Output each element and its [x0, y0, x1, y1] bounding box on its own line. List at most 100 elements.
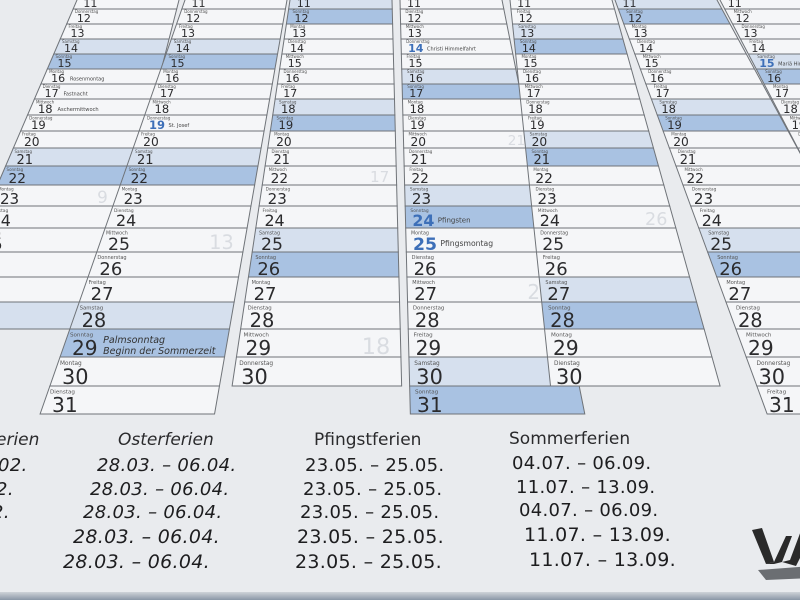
calendar-bottom-edge — [0, 592, 800, 600]
day-number: 16 — [525, 72, 539, 85]
weekday-label: Dienstag — [678, 149, 696, 154]
weekday-label: Donnerstag — [239, 361, 273, 367]
day-number: 21 — [273, 153, 289, 168]
partial-cell: 2. — [0, 502, 10, 523]
day-number: 19 — [792, 118, 800, 132]
day-number: 17 — [409, 87, 423, 100]
weekday-label: Donnerstag — [540, 230, 568, 236]
day-row — [731, 23, 800, 40]
day-number: 13 — [408, 27, 422, 40]
day-number: 18 — [783, 102, 798, 116]
day-number: 15 — [759, 57, 774, 70]
weekday-label: Sonntag — [70, 333, 94, 339]
day-number: 18 — [281, 102, 296, 116]
holiday-label: Pfingsten — [438, 216, 471, 225]
weekday-label: Sonntag — [765, 69, 782, 74]
day-row — [682, 184, 800, 207]
day-number: 23 — [412, 190, 431, 208]
weekday-label: Freitag — [262, 208, 277, 214]
weekday-label: Freitag — [654, 84, 668, 89]
weekday-label: Freitag — [749, 39, 763, 44]
sommerferien-cell: 11.07. – 13.09. — [524, 524, 671, 546]
weekday-label: Mittwoch — [106, 230, 128, 236]
day-number: 14 — [639, 42, 653, 55]
day-number: 21 — [680, 153, 696, 168]
day-number: 29 — [748, 336, 774, 360]
day-number: 12 — [519, 12, 533, 25]
day-row — [675, 165, 800, 186]
holiday-label: Pfingsmontag — [440, 239, 493, 248]
weekday-label: Donnerstag — [742, 24, 766, 29]
holiday-label: Palmsonntag — [103, 335, 165, 346]
weekday-label: Sonntag — [717, 255, 738, 261]
day-number: 16 — [767, 72, 781, 85]
day-row — [755, 68, 800, 85]
osterferien-cell: 28.03. – 06.04. — [63, 551, 210, 573]
weekday-label: Dienstag — [536, 187, 555, 192]
day-number: 14 — [751, 42, 765, 55]
day-number: 31 — [769, 393, 795, 417]
day-number: 19 — [279, 118, 294, 132]
day-number: 17 — [527, 87, 541, 100]
pfingstferien-header: Pfingstferien — [314, 430, 422, 450]
day-number: 12 — [407, 12, 421, 25]
day-number: 20 — [673, 135, 689, 149]
weekday-label: Samstag — [407, 69, 425, 74]
weekday-label: Dienstag — [736, 305, 760, 311]
weekday-label: Samstag — [410, 187, 429, 192]
day-number: 31 — [417, 393, 443, 417]
day-number: 25 — [542, 235, 564, 255]
day-number: 18 — [410, 102, 425, 116]
day-number: 30 — [416, 365, 443, 389]
weekday-label: Donnerstag — [29, 115, 53, 120]
day-number: 30 — [62, 365, 89, 389]
weekday-label: Sonntag — [415, 390, 439, 396]
weekday-label: Montag — [726, 280, 745, 286]
day-number: 13 — [70, 27, 84, 40]
weekday-label: Samstag — [757, 54, 775, 59]
weekday-label: Sonntag — [520, 39, 537, 44]
weekday-label: Montag — [122, 187, 138, 192]
day-number: 23 — [538, 190, 557, 208]
day-number: 25 — [710, 235, 732, 255]
weekday-label: Montag — [411, 230, 429, 236]
weekday-label: Sonntag — [129, 167, 146, 172]
day-number: 16 — [165, 72, 179, 85]
day-row — [763, 83, 800, 100]
day-number: 23 — [0, 190, 19, 208]
day-number: 11 — [517, 0, 531, 10]
weekday-label: Montag — [252, 280, 271, 286]
day-number: 11 — [83, 0, 97, 10]
weekday-label: Samstag — [708, 230, 729, 236]
day-number: 23 — [268, 190, 287, 208]
day-row — [706, 251, 800, 278]
weekday-label: Donnerstag — [75, 9, 99, 14]
weekday-label: Montag — [773, 84, 788, 89]
weekday-label: Dienstag — [408, 115, 426, 120]
wall-calendar: Mittwoch11Donnerstag12Freitag13Samstag14… — [0, 0, 800, 417]
weekday-label: Samstag — [62, 39, 80, 44]
day-row — [756, 385, 800, 415]
day-number: 14 — [522, 42, 536, 55]
day-number: 23 — [694, 190, 713, 208]
day-row — [668, 147, 800, 167]
day-number: 27 — [254, 284, 277, 305]
day-number: 12 — [186, 12, 200, 25]
day-row — [698, 227, 800, 253]
day-row — [0, 184, 133, 207]
weekday-label: Mittwoch — [790, 115, 800, 120]
day-number: 25 — [0, 235, 3, 255]
day-row — [723, 8, 800, 25]
day-number: 20 — [276, 135, 292, 149]
weekday-label: Montag — [408, 99, 423, 104]
sommerferien-cell: 11.07. – 13.09. — [529, 549, 676, 571]
day-number: 17 — [656, 87, 670, 100]
day-row — [409, 385, 586, 415]
weekday-label: Mittwoch — [36, 99, 55, 104]
day-number: 26 — [99, 259, 122, 280]
day-number: 12 — [295, 12, 309, 25]
day-number: 11 — [297, 0, 311, 10]
day-number: 17 — [775, 87, 789, 100]
day-number: 14 — [176, 42, 190, 55]
weekday-label: Sonntag — [665, 115, 682, 120]
